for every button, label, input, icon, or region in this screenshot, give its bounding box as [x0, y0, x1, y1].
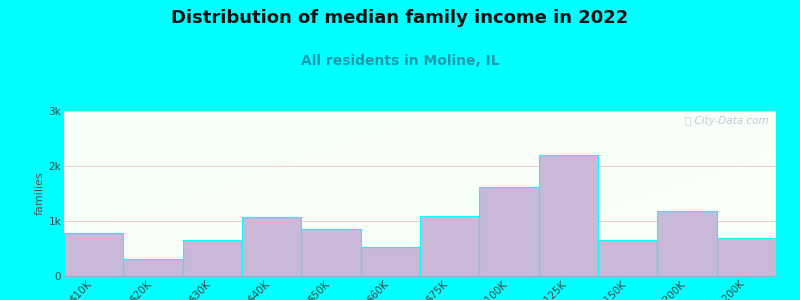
Bar: [717, 238, 776, 276]
Text: Distribution of median family income in 2022: Distribution of median family income in …: [171, 9, 629, 27]
Bar: [598, 240, 658, 276]
Bar: [242, 217, 302, 276]
Y-axis label: families: families: [34, 172, 44, 215]
Bar: [123, 259, 182, 276]
Text: All residents in Moline, IL: All residents in Moline, IL: [301, 54, 499, 68]
Bar: [64, 233, 123, 276]
Bar: [361, 248, 420, 276]
Bar: [658, 211, 717, 276]
Bar: [302, 229, 361, 276]
Text: Ⓢ City-Data.com: Ⓢ City-Data.com: [686, 116, 769, 126]
Bar: [479, 187, 538, 276]
Bar: [538, 155, 598, 276]
Bar: [182, 240, 242, 276]
Bar: [420, 215, 479, 276]
